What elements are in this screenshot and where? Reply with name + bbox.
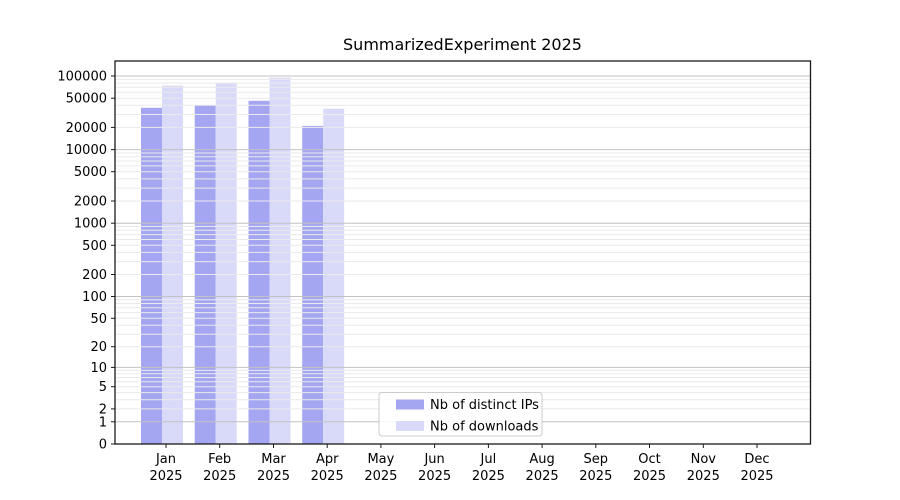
x-tick-label-year: 2025 bbox=[418, 469, 451, 484]
x-tick-label-month: Dec bbox=[744, 452, 769, 467]
bar-mar-series1 bbox=[269, 77, 291, 444]
x-tick-label-month: Jan bbox=[155, 452, 176, 467]
y-tick-label: 10000 bbox=[66, 143, 107, 158]
x-tick-label-month: Apr bbox=[316, 452, 339, 467]
legend-swatch-series0 bbox=[396, 399, 424, 410]
x-tick-label-month: Jun bbox=[423, 452, 444, 467]
y-tick-label: 200 bbox=[82, 268, 107, 283]
x-tick-label-year: 2025 bbox=[687, 469, 720, 484]
x-tick-label-year: 2025 bbox=[526, 469, 559, 484]
legend-swatch-series1 bbox=[396, 421, 424, 431]
y-tick-label: 20000 bbox=[66, 121, 107, 136]
y-tick-label: 2 bbox=[99, 402, 107, 417]
legend-label-series0: Nb of distinct IPs bbox=[430, 398, 539, 413]
y-tick-label: 100 bbox=[82, 290, 107, 305]
bar-apr-series1 bbox=[323, 108, 345, 444]
bar-jan-series1 bbox=[162, 85, 183, 444]
y-tick-label: 0 bbox=[99, 438, 107, 453]
y-tick-label: 100000 bbox=[57, 70, 107, 85]
y-tick-label: 1000 bbox=[74, 217, 107, 232]
x-tick-label-month: May bbox=[367, 452, 394, 467]
x-tick-label-year: 2025 bbox=[257, 469, 290, 484]
x-tick-label-year: 2025 bbox=[203, 469, 236, 484]
x-tick-label-year: 2025 bbox=[149, 469, 182, 484]
x-tick-label-month: Mar bbox=[261, 452, 286, 467]
bar-jan-series0 bbox=[141, 107, 162, 445]
y-tick-label: 50 bbox=[90, 312, 107, 327]
x-tick-label-year: 2025 bbox=[579, 469, 612, 484]
x-tick-label-month: Nov bbox=[691, 452, 717, 467]
x-tick-label-month: Oct bbox=[638, 452, 660, 467]
x-tick-label-year: 2025 bbox=[740, 469, 773, 484]
plot-border bbox=[114, 60, 812, 445]
x-tick-label-month: Jul bbox=[480, 452, 497, 467]
x-tick-label-month: Aug bbox=[529, 452, 554, 467]
x-tick-label-year: 2025 bbox=[364, 469, 397, 484]
y-tick-label: 5 bbox=[99, 380, 107, 395]
y-tick-label: 5000 bbox=[74, 165, 107, 180]
y-tick-label: 1 bbox=[99, 415, 107, 430]
chart-title: SummarizedExperiment 2025 bbox=[343, 35, 582, 54]
y-tick-label: 10 bbox=[90, 361, 107, 376]
x-tick-label-month: Feb bbox=[208, 452, 231, 467]
bars-layer bbox=[141, 77, 345, 445]
x-tick-label-year: 2025 bbox=[472, 469, 505, 484]
bar-apr-series0 bbox=[302, 125, 324, 445]
y-tick-label: 50000 bbox=[66, 92, 107, 107]
bar-mar-series0 bbox=[248, 100, 270, 445]
tick-labels-layer: 0 12 5 10 20 50 100 200 500 1000 2000 5000 10000 2000… bbox=[57, 70, 773, 485]
legend-label-series1: Nb of downloads bbox=[430, 420, 539, 435]
legend: Nb of distinct IPs Nb of downloads bbox=[378, 392, 543, 437]
gridlines-layer bbox=[115, 75, 811, 423]
y-tick-label: 20 bbox=[90, 340, 107, 355]
axes-layer bbox=[111, 60, 812, 448]
y-tick-label: 500 bbox=[82, 239, 107, 254]
x-tick-label-month: Sep bbox=[584, 452, 609, 467]
bar-feb-series1 bbox=[215, 82, 237, 444]
x-tick-label-year: 2025 bbox=[633, 469, 666, 484]
x-tick-label-year: 2025 bbox=[311, 469, 344, 484]
y-tick-label: 2000 bbox=[74, 195, 107, 210]
